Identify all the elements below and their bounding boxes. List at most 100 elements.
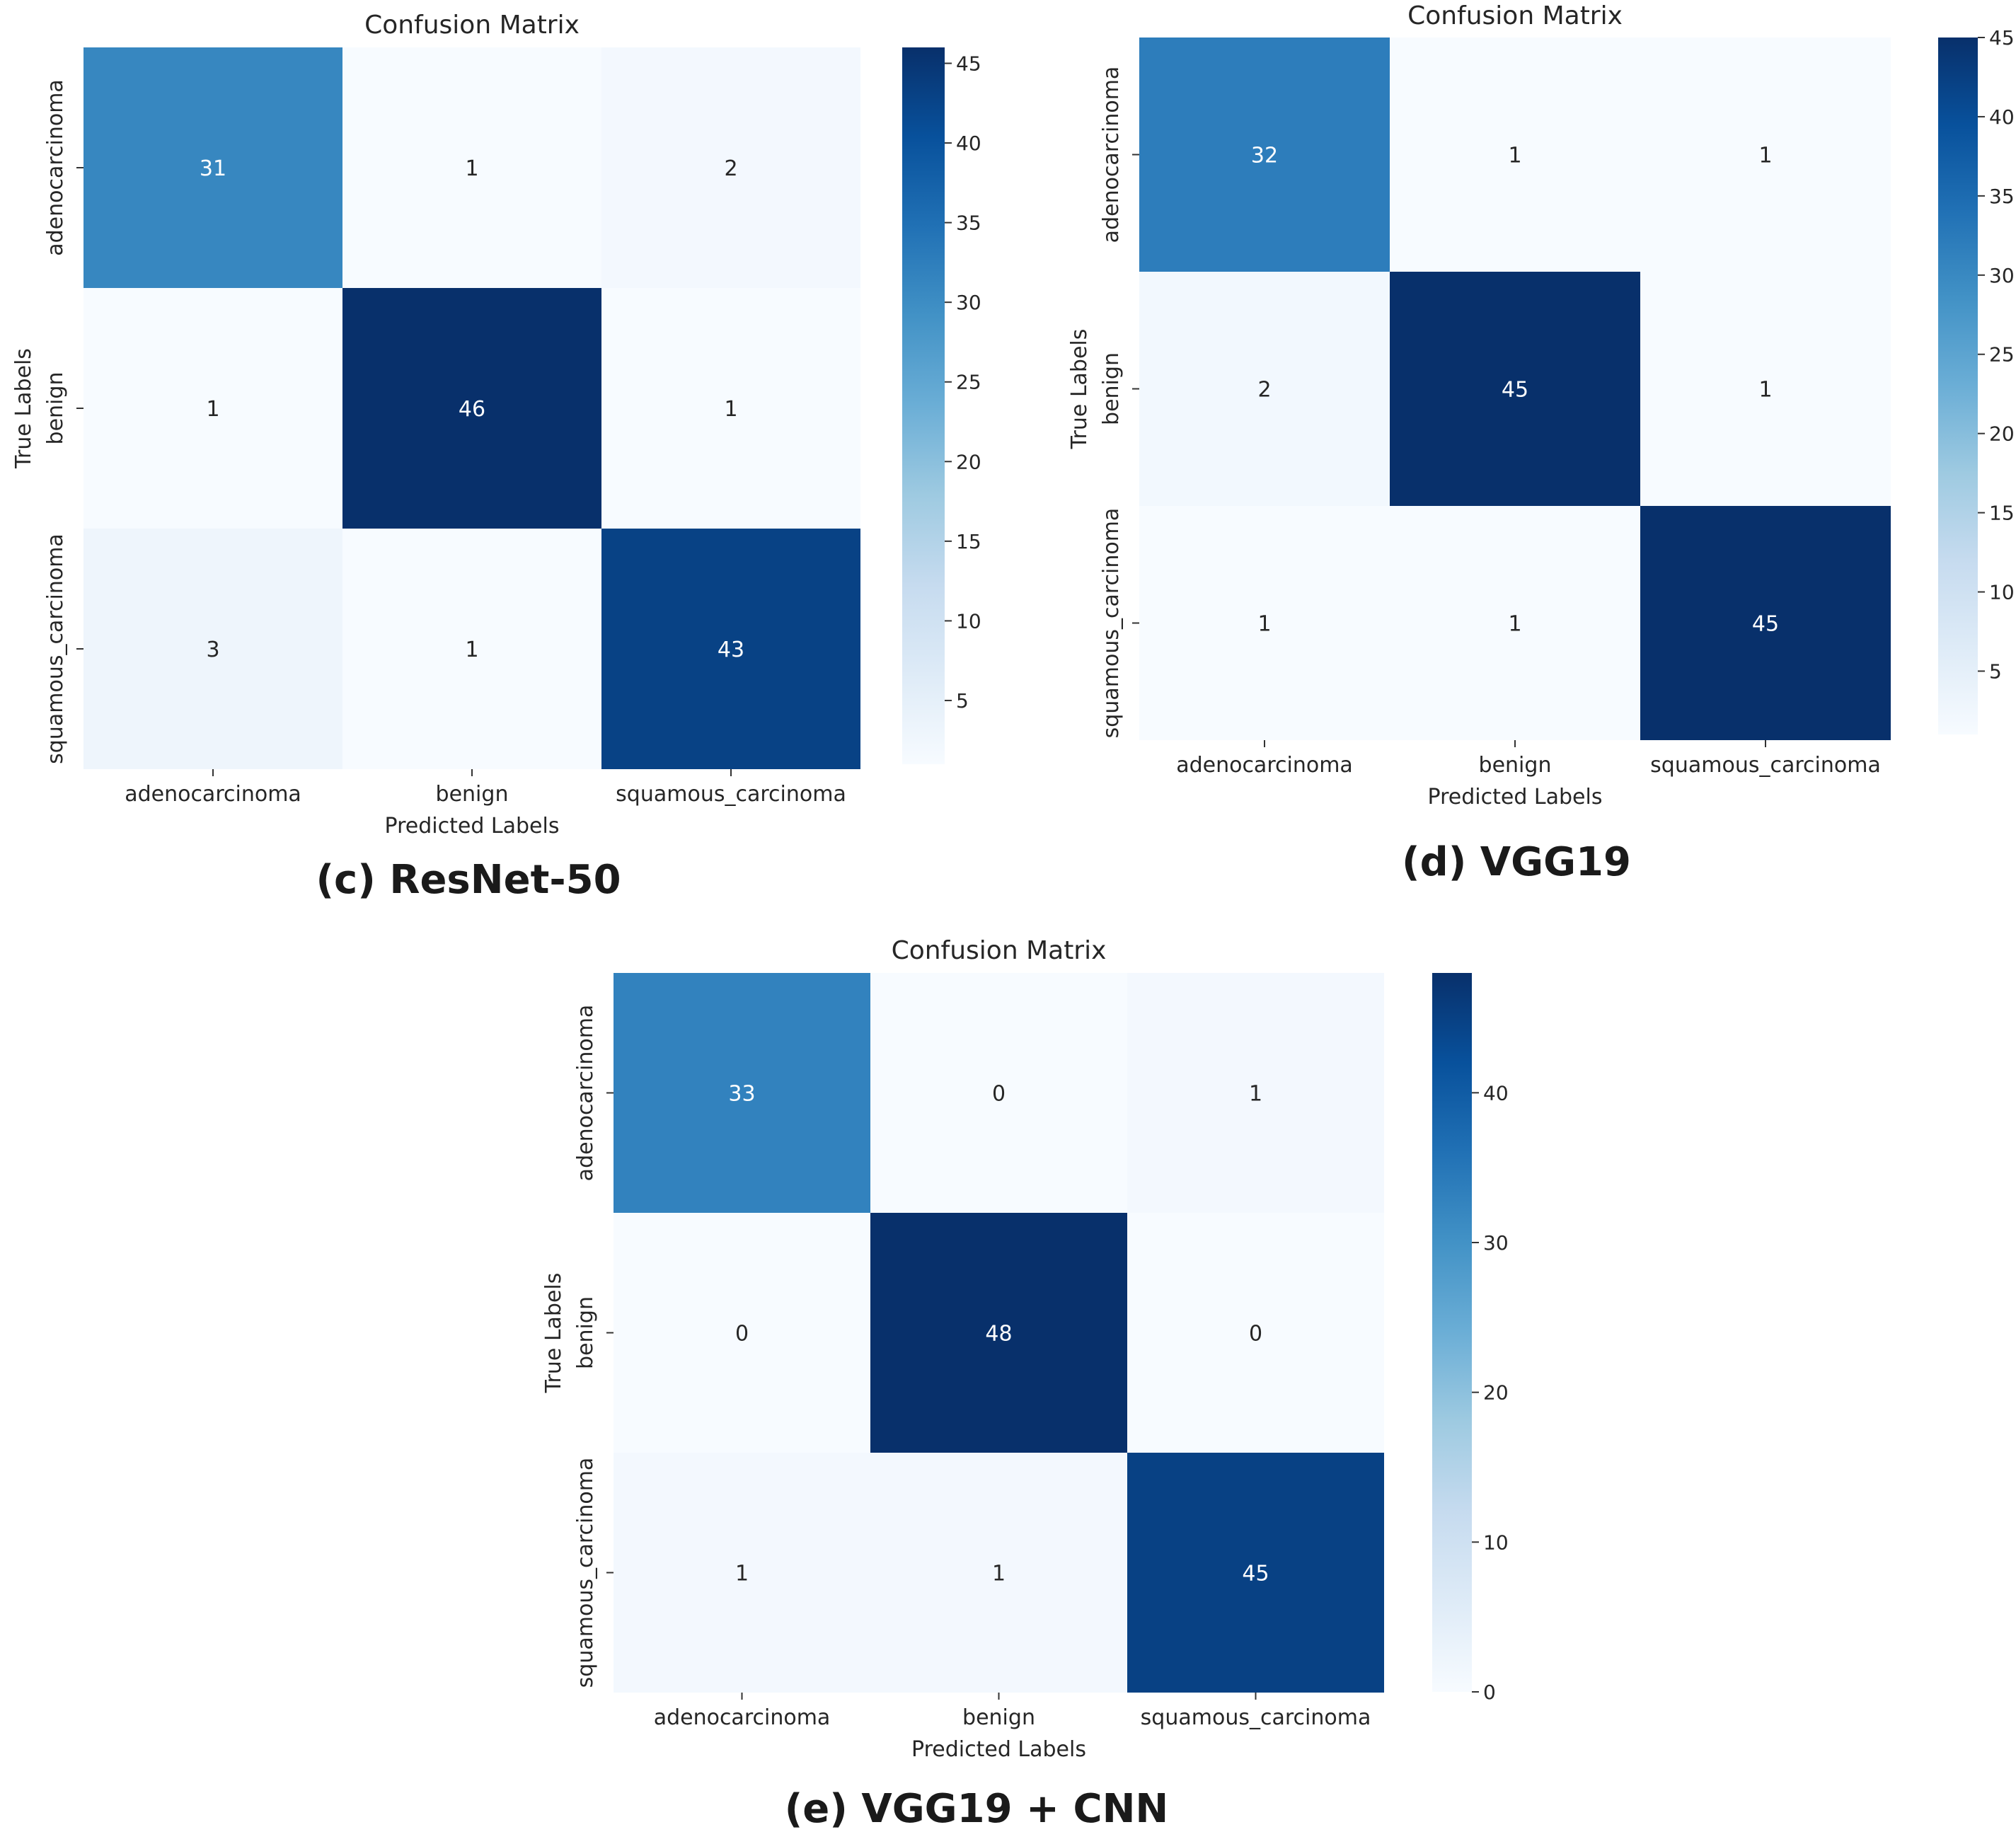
heatmap-cell: [342, 47, 601, 288]
colorbar-tick-label: 45: [956, 52, 981, 76]
colorbar-tick-label: 40: [1483, 1081, 1509, 1105]
colorbar-tick-label: 20: [956, 450, 981, 473]
colorbar-tick-label: 45: [1989, 26, 2015, 50]
colorbar-tick-label: 30: [1483, 1231, 1509, 1255]
heatmap-cell: [83, 47, 342, 288]
y-tick-label: adenocarcinoma: [43, 79, 68, 256]
heatmap-cell: [1127, 1453, 1384, 1693]
heatmap-cell: [83, 288, 342, 529]
heatmap-cell: [83, 529, 342, 769]
x-axis-label: Predicted Labels: [385, 814, 560, 839]
heatmap-cell: [1390, 272, 1640, 506]
colorbar-tick-label: 10: [1483, 1531, 1509, 1554]
x-tick-label: squamous_carcinoma: [616, 782, 846, 807]
colorbar-tick-label: 15: [956, 530, 981, 553]
y-axis-label: True Labels: [11, 348, 36, 469]
y-tick-label: benign: [43, 372, 68, 445]
heatmap-cell: [1390, 38, 1640, 272]
heatmap-cell: [601, 288, 860, 529]
heatmap-cell: [1127, 1213, 1384, 1453]
heatmap-cell: [870, 973, 1127, 1213]
y-axis-label: True Labels: [541, 1273, 566, 1394]
x-tick-label: squamous_carcinoma: [1141, 1705, 1371, 1730]
colorbar-tick-label: 40: [956, 132, 981, 155]
cell-value-label: 1: [465, 156, 478, 181]
colorbar: [1432, 973, 1472, 1692]
heatmap-cell: [342, 288, 601, 529]
cell-value-label: 31: [200, 156, 226, 181]
colorbar-tick-label: 25: [1989, 343, 2015, 367]
panel-caption: (c) ResNet-50: [316, 857, 621, 903]
heatmap-cell: [614, 1453, 870, 1693]
heatmap-cell: [601, 529, 860, 769]
colorbar-tick-label: 0: [1483, 1681, 1496, 1704]
y-tick-label: squamous_carcinoma: [43, 534, 68, 764]
cell-value-label: 0: [1249, 1322, 1262, 1347]
cell-value-label: 1: [1249, 1082, 1262, 1107]
heatmap-cell: [1640, 506, 1891, 740]
cell-value-label: 43: [718, 638, 744, 662]
colorbar-tick-label: 30: [956, 291, 981, 314]
colorbar-tick-label: 10: [956, 609, 981, 633]
colorbar: [1938, 38, 1978, 734]
colorbar-tick-label: 25: [956, 371, 981, 394]
heatmap-cell: [1139, 38, 1390, 272]
cell-value-label: 1: [206, 397, 219, 422]
heatmap-cell: [1640, 272, 1891, 506]
x-tick-label: benign: [1479, 753, 1552, 778]
cell-value-label: 45: [1242, 1562, 1269, 1586]
y-tick-label: squamous_carcinoma: [1099, 508, 1124, 739]
heatmap-cell: [601, 47, 860, 288]
heatmap-cell: [614, 973, 870, 1213]
cell-value-label: 1: [1257, 612, 1271, 637]
heatmap-cell: [1390, 506, 1640, 740]
colorbar-tick-label: 35: [956, 212, 981, 235]
cell-value-label: 2: [724, 156, 737, 181]
heatmap-cell: [870, 1453, 1127, 1693]
cell-value-label: 32: [1251, 144, 1278, 168]
colorbar-tick-label: 20: [1483, 1381, 1509, 1405]
chart-title: Confusion Matrix: [892, 936, 1107, 965]
y-axis-label: True Labels: [1067, 329, 1092, 450]
x-tick-label: adenocarcinoma: [1176, 753, 1353, 778]
colorbar-tick-label: 20: [1989, 422, 2015, 446]
y-tick-label: adenocarcinoma: [573, 1005, 598, 1182]
cell-value-label: 33: [728, 1082, 755, 1107]
y-tick-label: adenocarcinoma: [1099, 67, 1124, 243]
cell-value-label: 2: [1257, 378, 1271, 403]
y-tick-label: benign: [573, 1296, 598, 1369]
heatmap-cell: [870, 1213, 1127, 1453]
colorbar-tick-label: 40: [1989, 105, 2015, 129]
cell-value-label: 3: [206, 638, 219, 662]
cell-value-label: 1: [1508, 612, 1521, 637]
panel-caption: (e) VGG19 + CNN: [785, 1786, 1169, 1832]
cell-value-label: 45: [1502, 378, 1528, 403]
heatmap-cell: [342, 529, 601, 769]
colorbar-tick-label: 10: [1989, 581, 2015, 604]
cell-value-label: 0: [992, 1082, 1006, 1107]
chart-title: Confusion Matrix: [364, 11, 580, 40]
y-tick-label: squamous_carcinoma: [573, 1458, 598, 1688]
colorbar: [902, 47, 945, 764]
heatmap-cell: [1139, 506, 1390, 740]
heatmap-cell: [1640, 38, 1891, 272]
x-tick-label: adenocarcinoma: [125, 782, 301, 807]
cell-value-label: 1: [724, 397, 737, 422]
y-tick-label: benign: [1099, 352, 1124, 425]
cell-value-label: 1: [735, 1562, 749, 1586]
panel-caption: (d) VGG19: [1402, 839, 1631, 885]
cell-value-label: 1: [1758, 144, 1772, 168]
heatmap-cell: [1127, 973, 1384, 1213]
chart-title: Confusion Matrix: [1407, 1, 1623, 30]
x-tick-label: squamous_carcinoma: [1650, 753, 1881, 778]
colorbar-tick-label: 35: [1989, 185, 2015, 208]
x-axis-label: Predicted Labels: [1428, 785, 1603, 809]
cell-value-label: 45: [1752, 612, 1779, 637]
x-tick-label: adenocarcinoma: [654, 1705, 831, 1730]
cell-value-label: 1: [1758, 378, 1772, 403]
x-axis-label: Predicted Labels: [911, 1737, 1086, 1762]
cell-value-label: 1: [465, 638, 478, 662]
